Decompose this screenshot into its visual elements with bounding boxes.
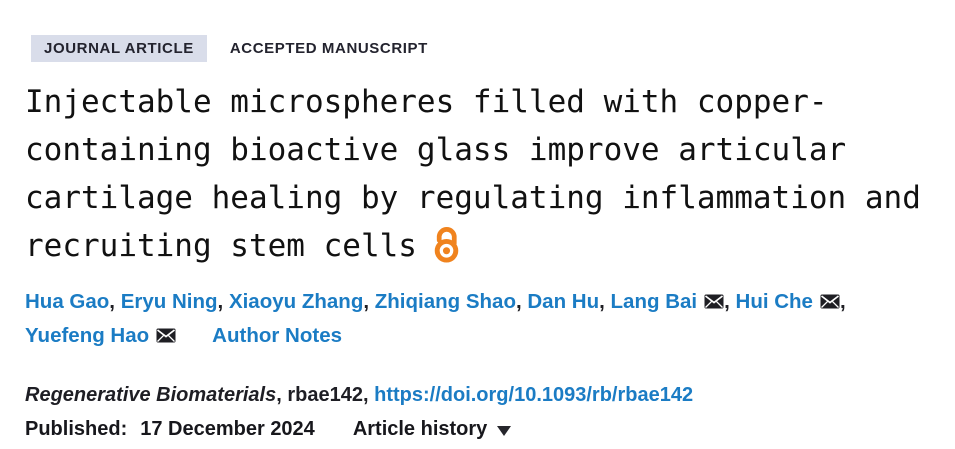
open-access-lock-icon[interactable]	[431, 222, 462, 264]
title-line: recruiting stem cells	[25, 222, 955, 270]
envelope-icon[interactable]	[820, 294, 840, 309]
accepted-manuscript-label: ACCEPTED MANUSCRIPT	[229, 40, 428, 57]
author-link[interactable]: Xiaoyu Zhang	[228, 290, 364, 313]
authors-block: Hua Gao, Eryu Ning, Xiaoyu Zhang, Zhiqia…	[25, 285, 950, 353]
badges-row: JOURNAL ARTICLE ACCEPTED MANUSCRIPT	[31, 35, 955, 62]
author-separator: ,	[515, 290, 528, 313]
citation-line: Regenerative Biomaterials, rbae142, http…	[25, 384, 955, 407]
author-notes-link[interactable]: Author Notes	[212, 324, 342, 347]
author-separator: ,	[363, 290, 375, 313]
title-line: cartilage healing by regulating inflamma…	[25, 180, 921, 216]
author-separator: ,	[599, 290, 611, 313]
author-separator: ,	[217, 290, 229, 313]
author-separator: ,	[109, 290, 121, 313]
citation-separator: ,	[362, 384, 375, 406]
author-link[interactable]: Zhiqiang Shao	[374, 290, 516, 313]
published-date: 17 December 2024	[140, 418, 315, 440]
published-label: Published:	[25, 418, 128, 440]
page-title: Injectable microspheres filled with copp…	[25, 78, 955, 270]
journal-article-badge: JOURNAL ARTICLE	[31, 35, 207, 62]
author-separator: ,	[724, 290, 736, 313]
article-history-dropdown[interactable]: Article history	[352, 418, 512, 441]
author-link[interactable]: Eryu Ning	[120, 290, 218, 313]
envelope-icon[interactable]	[156, 328, 176, 343]
envelope-icon[interactable]	[704, 294, 724, 309]
author-link[interactable]: Lang Bai	[610, 290, 698, 313]
authors-names: Hua Gao, Eryu Ning, Xiaoyu Zhang, Zhiqia…	[25, 290, 846, 347]
article-id: rbae142	[287, 384, 363, 406]
published-row: Published: 17 December 2024 Article hist…	[25, 418, 955, 441]
caret-down-icon	[497, 426, 512, 436]
title-line: Injectable microspheres filled with copp…	[25, 84, 828, 120]
title-line-text: recruiting stem cells	[25, 228, 417, 264]
author-link[interactable]: Yuefeng Hao	[25, 324, 150, 347]
journal-name: Regenerative Biomaterials	[25, 384, 277, 406]
author-link[interactable]: Dan Hu	[527, 290, 600, 313]
author-link[interactable]: Hua Gao	[25, 290, 110, 313]
author-separator: ,	[839, 290, 846, 313]
title-line: containing bioactive glass improve artic…	[25, 132, 847, 168]
doi-link[interactable]: https://doi.org/10.1093/rb/rbae142	[374, 384, 694, 406]
author-link[interactable]: Hui Che	[735, 290, 813, 313]
citation-separator: ,	[276, 384, 288, 406]
article-history-label: Article history	[352, 418, 488, 440]
